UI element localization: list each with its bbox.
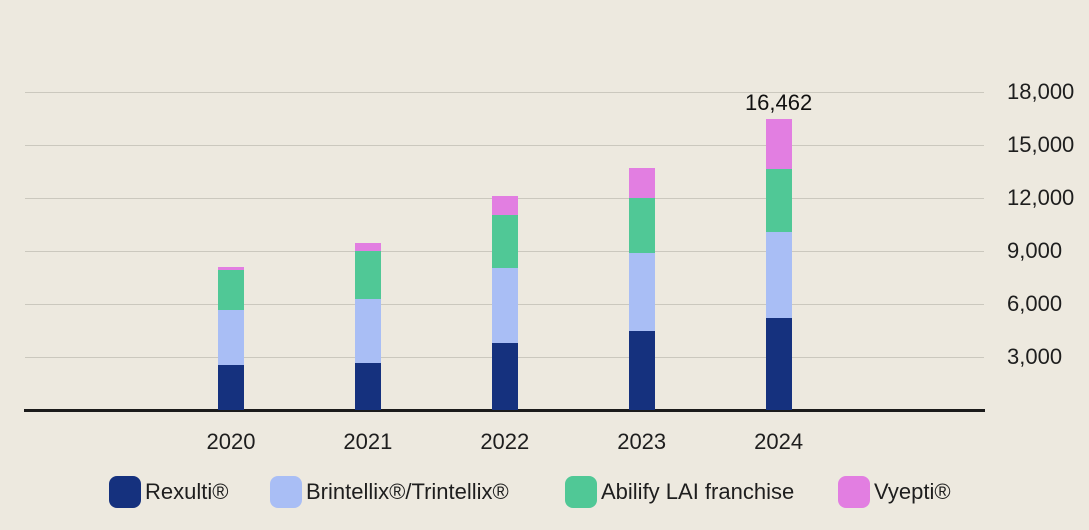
- bar-segment-brintellix-trintellix: [765, 231, 792, 319]
- bar-segment-abilify-lai-franchise: [354, 251, 381, 299]
- legend-swatch-brintellix-trintellix: [270, 476, 302, 508]
- x-axis-tick-label: 2023: [617, 429, 667, 454]
- legend-item-abilify-lai-franchise: Abilify LAI franchise: [565, 476, 794, 508]
- legend-item-rexulti: Rexulti®: [109, 476, 228, 508]
- chart-legend: Rexulti® Brintellix®/Trintellix® Abilify…: [0, 476, 1089, 508]
- bar-segment-vyepti: [491, 195, 518, 215]
- legend-swatch-rexulti: [109, 476, 141, 508]
- bar-segment-rexulti: [218, 364, 244, 410]
- legend-label-vyepti: Vyepti®: [874, 479, 951, 504]
- bar-segment-abilify-lai-franchise: [765, 169, 792, 232]
- x-axis-line: [24, 409, 985, 412]
- bar-segment-brintellix-trintellix: [628, 253, 655, 331]
- bar-segment-rexulti: [491, 343, 518, 410]
- bar-segment-abilify-lai-franchise: [628, 198, 655, 254]
- bar-segment-vyepti: [218, 267, 244, 271]
- x-axis-tick-label: 2021: [343, 429, 393, 454]
- y-axis-tick-label: 18,000: [1007, 79, 1075, 104]
- y-axis-tick-label: 12,000: [1007, 185, 1075, 210]
- bar-segment-brintellix-trintellix: [218, 310, 244, 365]
- bar-segment-brintellix-trintellix: [354, 298, 381, 363]
- gridline-15,000: [25, 145, 984, 146]
- bar-segment-vyepti: [765, 119, 792, 170]
- bar-segment-abilify-lai-franchise: [491, 214, 518, 268]
- x-axis-tick-label: 2020: [206, 429, 256, 454]
- bar-segment-vyepti: [354, 243, 381, 251]
- bar-segment-rexulti: [628, 330, 655, 410]
- bar-total-label: 16,462: [744, 90, 813, 116]
- bar-segment-abilify-lai-franchise: [218, 270, 244, 311]
- legend-item-brintellix-trintellix: Brintellix®/Trintellix®: [270, 476, 509, 508]
- y-axis-tick-label: 6,000: [1007, 291, 1063, 316]
- y-axis-tick-label: 15,000: [1007, 132, 1075, 157]
- bar-segment-rexulti: [354, 362, 381, 410]
- legend-swatch-abilify-lai-franchise: [565, 476, 597, 508]
- x-axis-tick-label: 2022: [480, 429, 530, 454]
- bar-segment-brintellix-trintellix: [491, 267, 518, 344]
- y-axis-tick-label: 3,000: [1007, 344, 1063, 369]
- legend-label-abilify-lai-franchise: Abilify LAI franchise: [601, 479, 795, 504]
- gridline-18,000: [25, 92, 984, 93]
- legend-label-rexulti: Rexulti®: [145, 479, 229, 504]
- x-axis-tick-label: 2024: [754, 429, 804, 454]
- legend-item-vyepti: Vyepti®: [838, 476, 951, 508]
- legend-label-brintellix-trintellix: Brintellix®/Trintellix®: [306, 479, 509, 504]
- bar-segment-vyepti: [628, 168, 655, 199]
- y-axis-tick-label: 9,000: [1007, 238, 1063, 263]
- bar-segment-rexulti: [765, 318, 792, 410]
- legend-swatch-vyepti: [838, 476, 870, 508]
